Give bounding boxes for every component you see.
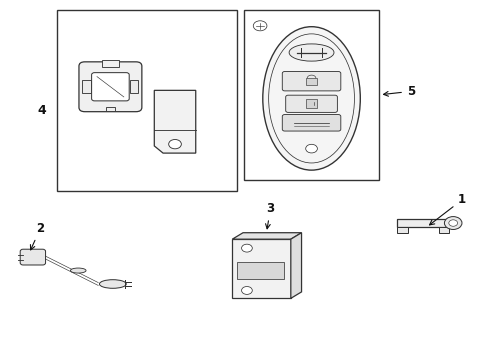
- Circle shape: [253, 21, 266, 31]
- Text: 2: 2: [30, 222, 44, 250]
- Bar: [232, 239, 290, 298]
- FancyBboxPatch shape: [91, 73, 129, 101]
- Bar: [396, 226, 407, 233]
- Text: 1: 1: [428, 193, 465, 225]
- Polygon shape: [232, 233, 301, 239]
- Bar: [396, 219, 452, 226]
- FancyBboxPatch shape: [79, 62, 142, 112]
- Bar: [244, 10, 378, 180]
- Bar: [237, 262, 283, 279]
- Bar: [305, 99, 317, 108]
- Bar: [105, 107, 115, 111]
- Circle shape: [444, 217, 461, 229]
- Ellipse shape: [99, 280, 126, 288]
- Circle shape: [448, 220, 457, 226]
- Text: 3: 3: [265, 202, 274, 229]
- FancyBboxPatch shape: [285, 95, 337, 112]
- Circle shape: [168, 139, 181, 149]
- FancyBboxPatch shape: [282, 114, 340, 131]
- Bar: [305, 78, 317, 85]
- FancyBboxPatch shape: [20, 249, 45, 265]
- Circle shape: [305, 144, 317, 153]
- Bar: [130, 80, 138, 93]
- Bar: [102, 60, 119, 67]
- Circle shape: [241, 244, 252, 252]
- FancyBboxPatch shape: [282, 72, 340, 91]
- Ellipse shape: [262, 27, 360, 170]
- Circle shape: [241, 287, 252, 294]
- Text: 5: 5: [383, 85, 414, 98]
- Bar: [438, 226, 448, 233]
- Ellipse shape: [288, 44, 333, 61]
- Ellipse shape: [70, 268, 86, 273]
- Text: 4: 4: [38, 104, 46, 117]
- Polygon shape: [290, 233, 301, 298]
- Bar: [82, 80, 90, 93]
- Polygon shape: [154, 90, 195, 153]
- Bar: [57, 10, 237, 191]
